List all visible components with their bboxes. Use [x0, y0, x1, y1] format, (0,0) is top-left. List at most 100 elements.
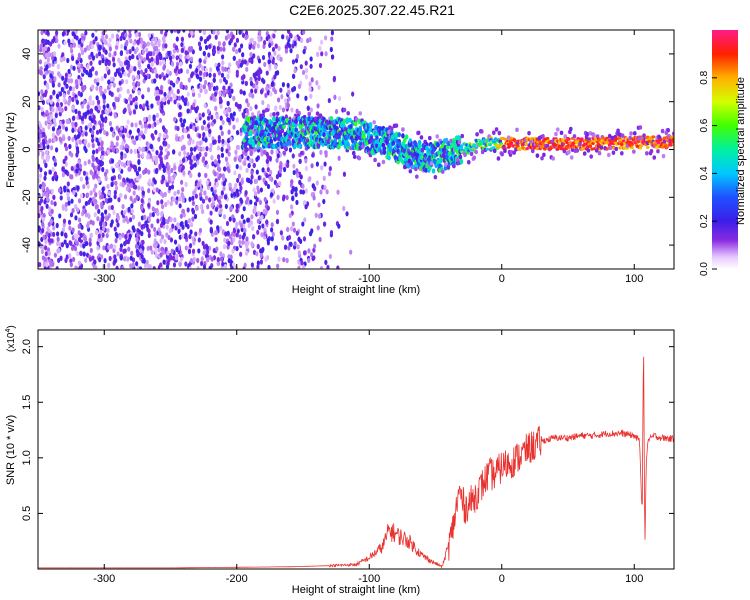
spectrogram-cell — [43, 256, 48, 262]
spectrogram-cell — [113, 113, 117, 119]
spectrogram-cell — [222, 185, 226, 192]
spectrogram-cell — [100, 115, 104, 122]
spectrogram-cell — [276, 97, 281, 103]
spectrogram-cell — [214, 206, 219, 212]
spectrogram-cell — [285, 35, 289, 41]
spectrogram-cell — [202, 264, 207, 269]
spectrogram-cell — [109, 76, 113, 82]
spectrogram-cell — [54, 112, 58, 119]
spectrogram-cell — [43, 199, 47, 205]
spectrogram-cell — [179, 159, 183, 165]
spectrogram-cell — [244, 190, 248, 196]
spectrogram-cell — [304, 74, 308, 80]
spectrogram-cell — [311, 183, 315, 189]
spectrogram-cell — [349, 249, 353, 255]
spectrogram-cell — [167, 143, 171, 149]
spectrogram-cell — [239, 165, 243, 171]
spectrogram-cell — [226, 230, 230, 236]
spectrogram-cell — [292, 85, 297, 92]
spectrogram-cell — [43, 175, 47, 181]
spectrogram-cell — [336, 265, 340, 269]
spectrogram-cell — [224, 203, 228, 210]
spectrogram-cell — [40, 95, 44, 102]
spectrogram-cell — [194, 193, 198, 199]
spectrogram-cell — [55, 102, 60, 108]
spectrogram-cell — [138, 173, 142, 179]
spectrogram-cell — [337, 223, 341, 229]
spectrogram-cell — [209, 219, 213, 225]
spectrogram-cell — [632, 149, 636, 154]
spectrogram-cell — [205, 180, 209, 186]
spectrogram-cell — [208, 44, 212, 50]
spectrogram-cell — [300, 260, 304, 266]
spectrogram-cell — [153, 243, 158, 249]
spectrogram-cell — [126, 64, 130, 71]
spectrogram-cell — [142, 44, 146, 50]
spectrogram-cell — [206, 163, 210, 169]
spectrogram-cell — [565, 141, 569, 145]
spectrogram-cell — [330, 36, 334, 42]
spectrogram-cell — [607, 152, 611, 158]
spectrogram-cell — [189, 146, 194, 153]
spectrogram-cell — [241, 52, 245, 58]
spectrogram-cell — [170, 184, 175, 190]
spectrogram-cell — [164, 246, 168, 253]
spectrogram-cell — [104, 197, 108, 203]
spectrogram-cell — [162, 133, 166, 139]
spectrogram-cell — [218, 96, 223, 102]
spectrogram-cell — [89, 108, 94, 114]
spectrogram-cell — [149, 245, 153, 251]
spectrogram-cell — [119, 144, 123, 150]
spectrogram-cell — [254, 104, 258, 110]
spectrogram-cell — [304, 67, 309, 74]
spectrogram-cell — [132, 85, 136, 92]
spectrogram-cell — [216, 145, 221, 151]
spectrogram-cell — [80, 35, 85, 41]
spectrogram-cell — [45, 186, 49, 193]
spectrogram-cell — [51, 166, 55, 173]
spectrogram-cell — [106, 149, 110, 155]
spectrogram-cell — [107, 244, 111, 250]
spectrogram-cell — [62, 218, 67, 224]
spectrogram-cell — [91, 32, 95, 38]
spectrogram-cell — [191, 248, 196, 254]
spectrogram-cell — [208, 34, 212, 40]
spectrogram-cell — [248, 158, 253, 164]
spectrogram-cell — [189, 123, 193, 130]
spectrogram-cell — [219, 225, 223, 231]
spectrogram-cell — [76, 185, 80, 191]
spectrogram-cell — [291, 153, 295, 159]
spectrogram-cell — [209, 67, 213, 73]
spectrogram-cell — [131, 46, 135, 52]
spectrogram-cell — [74, 265, 78, 269]
spectrogram-cell — [41, 99, 46, 105]
spectrogram-cell — [98, 257, 102, 263]
spectrogram-cell — [290, 107, 294, 113]
spectrogram-cell — [64, 105, 68, 112]
spectrogram-cell — [166, 261, 170, 267]
spectrogram-cell — [82, 170, 87, 176]
spectrogram-cell — [59, 120, 63, 127]
spectrogram-cell — [93, 78, 97, 84]
spectrogram-cell — [163, 91, 167, 98]
spectrogram-cell — [121, 232, 125, 238]
spectrogram-cell — [295, 108, 299, 114]
spectrogram-cell — [100, 204, 104, 210]
spectrogram-cell — [147, 32, 151, 39]
spectrogram-cell — [225, 220, 230, 227]
spectrogram-cell — [204, 44, 209, 51]
spectrogram-cell — [130, 65, 134, 71]
spectrogram-cell — [259, 252, 263, 259]
spectrogram-cell — [161, 125, 166, 131]
spectrogram-cell — [193, 162, 197, 168]
spectrogram-cell — [59, 195, 63, 201]
spectrogram-cell — [77, 39, 81, 45]
spectrogram-cell — [130, 122, 134, 128]
spectrogram-cell — [232, 46, 236, 52]
spectrogram-cell — [198, 62, 202, 68]
spectrogram-cell — [63, 239, 67, 245]
spectrogram-cell — [77, 52, 81, 58]
spectrogram-cell — [293, 68, 297, 74]
spectrogram-cell — [189, 229, 193, 235]
spectrogram-cell — [415, 174, 419, 179]
